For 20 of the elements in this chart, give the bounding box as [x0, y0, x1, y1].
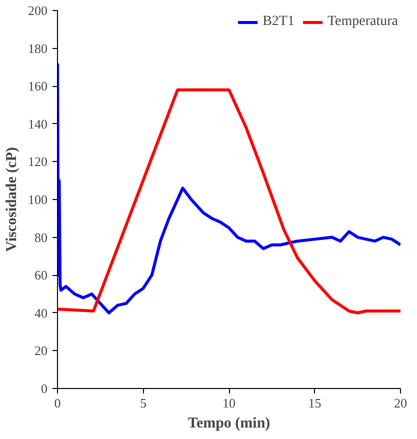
y-tick-label: 180: [28, 40, 48, 56]
y-tick-label: 40: [34, 305, 48, 320]
y-tick-label: 20: [34, 343, 48, 358]
legend-label: Temperatura: [327, 14, 398, 30]
y-tick-label: 160: [28, 78, 48, 94]
y-tick-label: 80: [34, 230, 48, 245]
x-tick-label: 5: [140, 396, 146, 410]
x-tick-label: 10: [222, 396, 236, 410]
y-tick-label: 60: [34, 268, 48, 283]
y-tick-label: 140: [28, 116, 48, 132]
y-tick-label: 120: [28, 154, 48, 170]
y-tick-label: 200: [28, 3, 48, 18]
x-axis-title: Tempo (min): [188, 416, 270, 432]
legend-label: B2T1: [262, 14, 294, 30]
y-tick-label: 100: [28, 192, 48, 207]
y-axis-title: Viscosidade (cP): [4, 147, 20, 252]
x-tick-label: 0: [54, 396, 61, 410]
x-tick-label: 15: [308, 396, 322, 410]
y-tick-label: 0: [41, 381, 48, 396]
x-tick-label: 20: [394, 396, 407, 410]
